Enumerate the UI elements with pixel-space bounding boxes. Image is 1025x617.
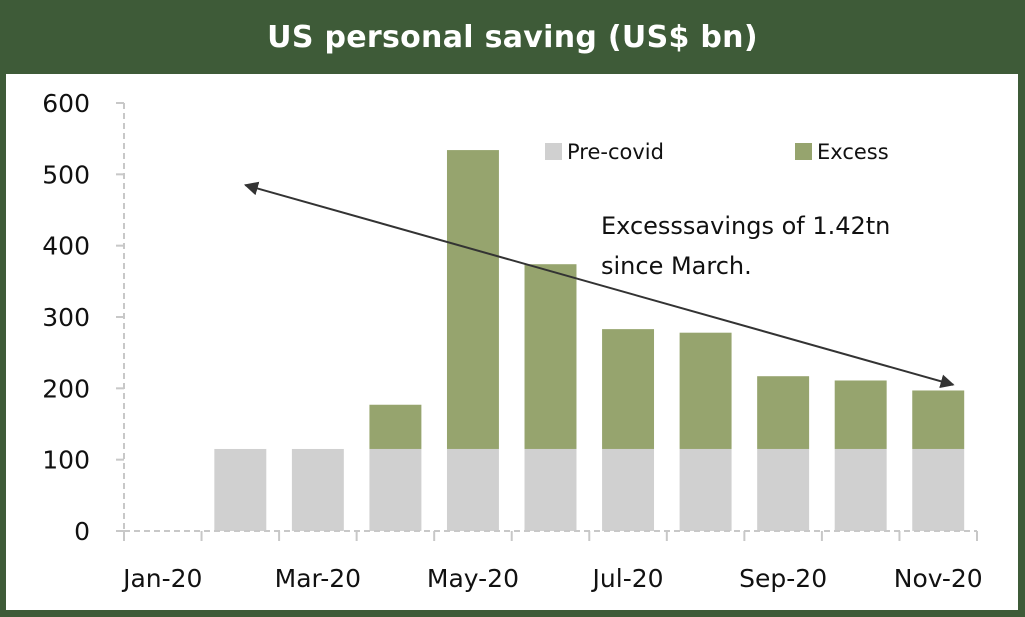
- annotation: Excesssavings of 1.42tn since March.: [243, 181, 955, 389]
- y-tick-label: 0: [74, 517, 90, 546]
- bars-layer: [214, 150, 965, 531]
- y-tick-label: 200: [42, 374, 90, 403]
- bar-pre-covid: [912, 448, 965, 531]
- bar-pre-covid: [369, 448, 422, 531]
- y-tick-label: 600: [42, 89, 90, 118]
- annotation-text: Excesssavings of 1.42tn: [601, 212, 890, 240]
- bar-pre-covid: [291, 448, 344, 531]
- annotation-arrow: [243, 181, 955, 389]
- bar-excess: [524, 264, 577, 449]
- bar-pre-covid: [679, 448, 732, 531]
- axes-layer: 0 100 200 300 400 500 600 Jan-20 Mar-20 May-20 Jul…: [42, 89, 982, 593]
- x-tick-label: May-20: [427, 564, 519, 593]
- bar-excess: [602, 329, 655, 449]
- bar-excess: [369, 404, 422, 449]
- y-tick-label: 300: [42, 303, 90, 332]
- chart-title: US personal saving (US$ bn): [267, 19, 758, 55]
- y-tick-label: 400: [42, 232, 90, 261]
- y-tick-label: 500: [42, 160, 90, 189]
- bar-pre-covid: [757, 448, 810, 531]
- annotation-text: since March.: [601, 252, 752, 280]
- bar-pre-covid: [602, 448, 655, 531]
- bar-excess: [679, 332, 732, 449]
- bar-pre-covid: [446, 448, 499, 531]
- bar-pre-covid: [834, 448, 887, 531]
- y-tick-label: 100: [42, 446, 90, 475]
- legend-swatch: [795, 143, 812, 160]
- bar-pre-covid: [214, 448, 267, 531]
- legend-label: Excess: [817, 140, 889, 164]
- x-tick-label: Mar-20: [275, 564, 361, 593]
- x-tick-label: Nov-20: [894, 564, 983, 593]
- bar-excess: [757, 376, 810, 449]
- x-tick-label: Jan-20: [121, 564, 202, 593]
- bar-pre-covid: [524, 448, 577, 531]
- legend: Pre-covid Excess: [545, 140, 889, 164]
- legend-swatch: [545, 143, 562, 160]
- x-tick-label: Jul-20: [591, 564, 664, 593]
- legend-label: Pre-covid: [567, 140, 664, 164]
- bar-excess: [446, 150, 499, 449]
- bar-excess: [834, 380, 887, 449]
- x-tick-label: Sep-20: [739, 564, 827, 593]
- bar-excess: [912, 390, 965, 449]
